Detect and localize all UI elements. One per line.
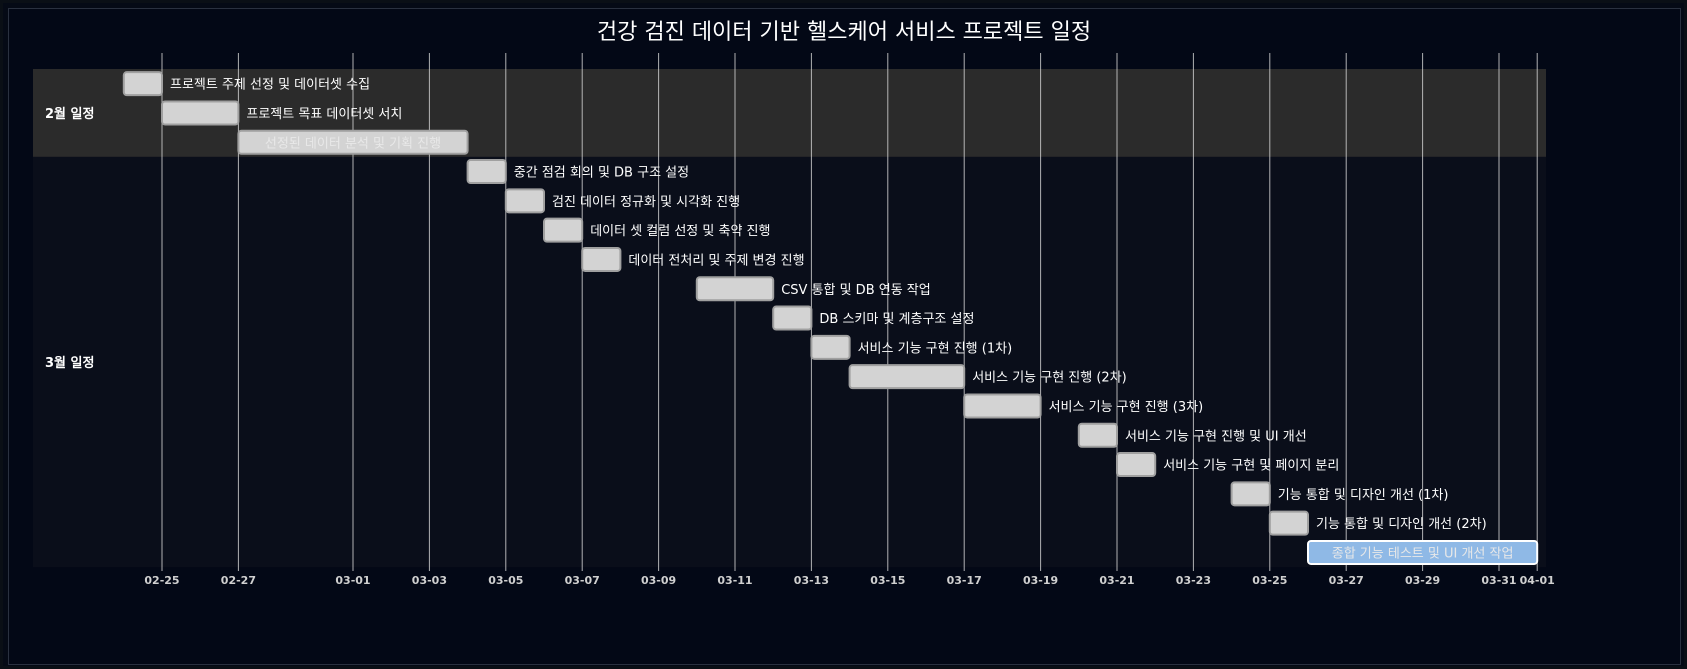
x-tick-label: 03-27 [1329, 574, 1364, 587]
task-label: 기능 통합 및 디자인 개선 (2차) [1316, 517, 1487, 532]
task-label: 프로젝트 주제 선정 및 데이터셋 수집 [170, 78, 370, 93]
x-tick-label: 03-29 [1405, 574, 1440, 587]
task-bar [848, 364, 966, 390]
x-tick-label: 03-15 [870, 574, 905, 587]
task-bar [1268, 510, 1310, 536]
task-label: 프로젝트 목표 데이터셋 서치 [246, 107, 402, 122]
chart-title: 건강 검진 데이터 기반 헬스케어 서비스 프로젝트 일정 [597, 20, 1091, 45]
section-label: 3월 일정 [45, 355, 94, 371]
section-label: 2월 일정 [45, 106, 94, 122]
task-label: 중간 점검 회의 및 DB 구조 설정 [514, 166, 689, 181]
x-tick-label: 03-17 [947, 574, 982, 587]
task-label: 기능 통합 및 디자인 개선 (1차) [1278, 488, 1449, 503]
section-band [33, 156, 1546, 568]
task-label: 검진 데이터 정규화 및 시각화 진행 [552, 194, 740, 210]
task-bar [1116, 452, 1157, 478]
task-label: 선정된 데이터 분석 및 기획 진행 [265, 135, 441, 151]
task-bar [1077, 422, 1119, 448]
task-label: 서비스 기능 구현 진행 및 UI 개선 [1125, 428, 1307, 444]
task-bar [810, 334, 851, 360]
x-tick-label: 03-13 [794, 574, 829, 587]
task-bar [695, 276, 775, 302]
x-tick-label: 03-09 [641, 574, 676, 587]
x-tick-label: 03-07 [565, 574, 600, 587]
task-label: 서비스 기능 구현 및 페이지 분리 [1163, 459, 1339, 474]
x-tick-label: 03-31 [1481, 574, 1516, 587]
task-bar [122, 71, 164, 97]
x-tick-label: 03-21 [1099, 574, 1134, 587]
task-bar [466, 159, 507, 185]
task-bar [543, 217, 584, 243]
x-tick-label: 03-11 [717, 574, 752, 587]
x-tick-label: 04-01 [1520, 574, 1555, 587]
x-tick-label: 03-19 [1023, 574, 1058, 587]
task-label: 데이터 전처리 및 주제 변경 진행 [628, 252, 804, 268]
x-tick-label: 03-03 [412, 574, 447, 587]
x-tick-label: 02-27 [221, 574, 256, 587]
task-bar [963, 393, 1042, 419]
task-label: 서비스 기능 구현 진행 (2차) [972, 370, 1127, 386]
task-bar [1230, 481, 1271, 507]
task-label: DB 스키마 및 계층구조 설정 [819, 312, 974, 327]
task-bar [581, 246, 622, 272]
x-tick-label: 03-23 [1176, 574, 1211, 587]
task-bar [1307, 539, 1539, 565]
x-tick-label: 03-05 [488, 574, 523, 587]
task-bar [504, 188, 545, 214]
task-bar [237, 129, 469, 155]
task-label: 서비스 기능 구현 진행 (3차) [1049, 399, 1204, 415]
x-tick-label: 03-01 [335, 574, 370, 587]
task-label: 서비스 기능 구현 진행 (1차) [858, 340, 1013, 356]
task-bar [161, 100, 240, 126]
task-label: 종합 기능 테스트 및 UI 개선 작업 [1332, 546, 1514, 561]
x-tick-label: 02-25 [144, 574, 179, 587]
x-tick-label: 03-25 [1252, 574, 1287, 587]
task-bar [772, 305, 813, 331]
task-label: 데이터 셋 컬럼 선정 및 축약 진행 [590, 223, 770, 239]
task-label: CSV 통합 및 DB 연동 작업 [781, 283, 931, 298]
